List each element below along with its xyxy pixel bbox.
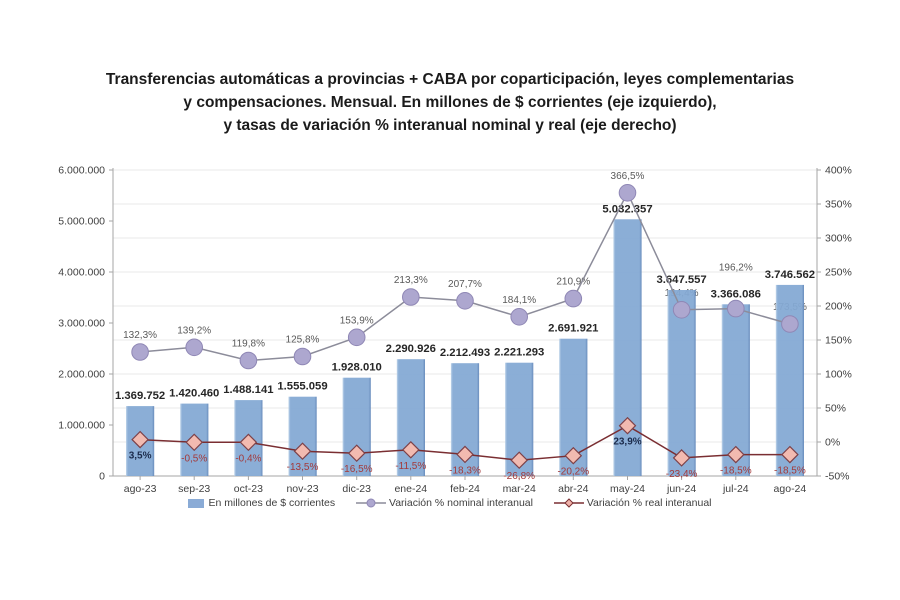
- svg-text:1.369.752: 1.369.752: [115, 390, 165, 402]
- svg-text:132,3%: 132,3%: [123, 330, 157, 341]
- svg-text:ago-23: ago-23: [124, 483, 157, 495]
- svg-text:350%: 350%: [825, 199, 852, 211]
- svg-text:mar-24: mar-24: [503, 483, 536, 495]
- svg-text:1.420.460: 1.420.460: [169, 388, 219, 400]
- svg-text:250%: 250%: [825, 267, 852, 279]
- svg-text:ene-24: ene-24: [394, 483, 427, 495]
- svg-text:200%: 200%: [825, 301, 852, 313]
- svg-text:abr-24: abr-24: [558, 483, 589, 495]
- svg-text:-0,5%: -0,5%: [181, 453, 207, 464]
- svg-text:-0,4%: -0,4%: [235, 453, 261, 464]
- svg-text:150%: 150%: [825, 335, 852, 347]
- svg-text:50%: 50%: [825, 403, 846, 415]
- svg-text:400%: 400%: [825, 165, 852, 177]
- svg-text:153,9%: 153,9%: [340, 315, 374, 326]
- svg-text:5.032.357: 5.032.357: [602, 203, 652, 215]
- svg-text:0%: 0%: [825, 437, 840, 449]
- svg-text:100%: 100%: [825, 369, 852, 381]
- svg-text:4.000.000: 4.000.000: [58, 267, 105, 279]
- svg-text:may-24: may-24: [610, 483, 645, 495]
- svg-text:-20,2%: -20,2%: [557, 467, 589, 478]
- svg-text:5.000.000: 5.000.000: [58, 216, 105, 228]
- svg-text:-18,5%: -18,5%: [774, 466, 806, 477]
- svg-text:3.746.562: 3.746.562: [765, 269, 815, 281]
- svg-text:23,9%: 23,9%: [613, 437, 641, 448]
- svg-text:119,8%: 119,8%: [232, 339, 265, 350]
- svg-text:sep-23: sep-23: [178, 483, 210, 495]
- svg-text:feb-24: feb-24: [450, 483, 480, 495]
- svg-text:2.221.293: 2.221.293: [494, 347, 544, 359]
- svg-text:3.000.000: 3.000.000: [58, 318, 105, 330]
- svg-text:-26,8%: -26,8%: [503, 471, 535, 482]
- svg-text:125,8%: 125,8%: [286, 335, 320, 346]
- svg-text:-23,4%: -23,4%: [666, 469, 698, 480]
- svg-text:3,5%: 3,5%: [129, 451, 152, 462]
- svg-text:-18,5%: -18,5%: [720, 466, 752, 477]
- svg-text:-50%: -50%: [825, 471, 850, 483]
- svg-text:2.212.493: 2.212.493: [440, 347, 490, 359]
- svg-text:3.366.086: 3.366.086: [711, 288, 761, 300]
- svg-text:1.488.141: 1.488.141: [223, 384, 273, 396]
- svg-text:1.000.000: 1.000.000: [58, 420, 105, 432]
- svg-text:196,2%: 196,2%: [719, 263, 753, 274]
- svg-text:366,5%: 366,5%: [611, 171, 645, 182]
- svg-text:300%: 300%: [825, 233, 852, 245]
- svg-text:dic-23: dic-23: [342, 483, 371, 495]
- svg-text:3.647.557: 3.647.557: [656, 274, 706, 286]
- svg-text:207,7%: 207,7%: [448, 279, 482, 290]
- svg-text:nov-23: nov-23: [286, 483, 318, 495]
- svg-text:139,2%: 139,2%: [177, 325, 211, 336]
- svg-text:0: 0: [99, 471, 105, 483]
- svg-text:2.290.926: 2.290.926: [386, 343, 436, 355]
- svg-text:-16,5%: -16,5%: [341, 464, 373, 475]
- svg-text:6.000.000: 6.000.000: [58, 165, 105, 177]
- svg-text:jul-24: jul-24: [722, 483, 749, 495]
- svg-text:-18,3%: -18,3%: [449, 465, 481, 476]
- svg-text:210,9%: 210,9%: [556, 277, 590, 288]
- svg-text:-13,5%: -13,5%: [287, 462, 319, 473]
- svg-text:1.555.059: 1.555.059: [277, 381, 327, 393]
- svg-text:jun-24: jun-24: [666, 483, 696, 495]
- svg-text:2.691.921: 2.691.921: [548, 323, 598, 335]
- svg-text:2.000.000: 2.000.000: [58, 369, 105, 381]
- svg-text:ago-24: ago-24: [774, 483, 807, 495]
- svg-text:1.928.010: 1.928.010: [332, 362, 382, 374]
- svg-text:213,3%: 213,3%: [394, 275, 428, 286]
- svg-text:184,1%: 184,1%: [502, 295, 536, 306]
- svg-text:-11,5%: -11,5%: [395, 461, 426, 472]
- svg-text:oct-23: oct-23: [234, 483, 263, 495]
